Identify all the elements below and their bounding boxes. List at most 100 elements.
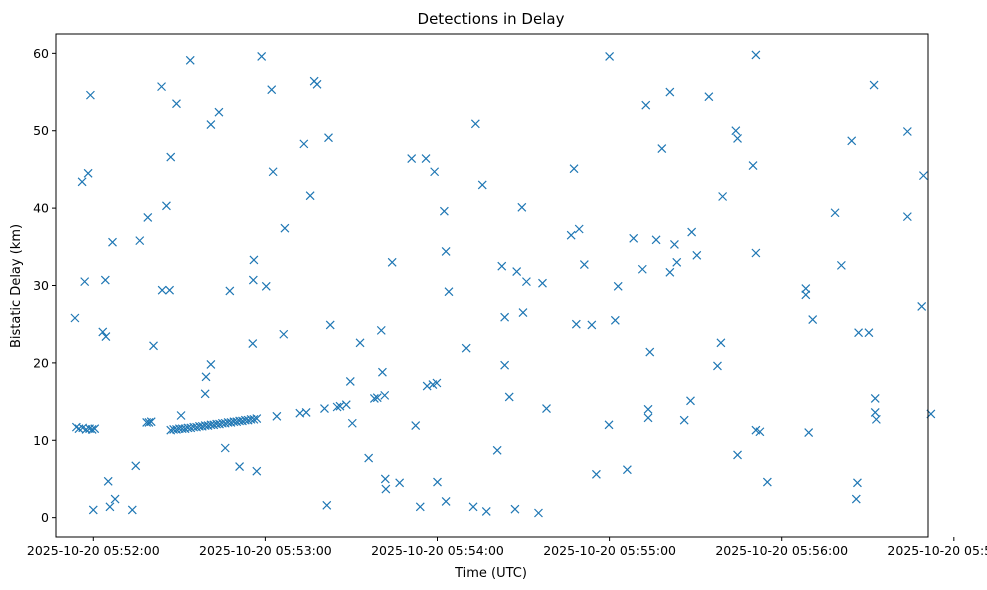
data-point	[252, 466, 262, 476]
x-tick-label: 2025-10-20 05:53:00	[199, 543, 332, 558]
data-point	[512, 267, 522, 276]
y-tick-label: 0	[41, 510, 49, 525]
data-point	[492, 445, 502, 455]
data-point	[500, 312, 510, 322]
data-point	[657, 144, 667, 153]
x-tick-label: 2025-10-20 05:52:00	[27, 543, 160, 558]
data-point	[380, 390, 390, 400]
data-point	[380, 474, 390, 484]
chart-title: Detections in Delay	[418, 10, 565, 28]
data-point	[917, 301, 927, 311]
data-point	[347, 418, 357, 428]
data-point	[143, 212, 153, 222]
data-point	[542, 404, 551, 413]
data-point	[444, 287, 454, 297]
data-point	[470, 119, 480, 129]
data-point	[332, 402, 342, 412]
data-point	[672, 257, 682, 267]
data-point	[804, 428, 814, 437]
y-axis-label: Bistatic Delay (km)	[9, 224, 24, 348]
data-point	[165, 285, 175, 295]
data-point	[176, 411, 186, 420]
data-point	[902, 127, 912, 136]
data-point	[748, 161, 758, 170]
data-point	[261, 281, 271, 291]
data-point	[110, 494, 120, 504]
data-point	[305, 191, 315, 201]
data-point	[214, 107, 224, 117]
data-point	[605, 52, 615, 61]
y-tick-label: 10	[33, 433, 49, 448]
data-point	[751, 50, 761, 60]
data-point	[421, 154, 431, 164]
data-point	[162, 201, 171, 211]
data-point	[500, 360, 510, 370]
data-point	[157, 285, 167, 295]
y-axis: 0 10 20 30 40 50 60	[33, 46, 56, 525]
data-point	[166, 152, 176, 162]
data-point	[591, 469, 601, 479]
data-point	[497, 261, 507, 271]
data-point	[643, 413, 653, 423]
data-point	[381, 484, 391, 494]
data-point	[98, 327, 108, 337]
x-axis: 2025-10-20 05:52:00 2025-10-20 05:53:00 20…	[27, 537, 987, 558]
data-point	[369, 394, 379, 403]
data-point	[641, 100, 651, 110]
data-point	[395, 478, 405, 488]
data-point	[869, 80, 879, 90]
data-point	[127, 505, 137, 515]
data-point	[279, 329, 289, 339]
y-tick-label: 20	[33, 355, 49, 370]
data-point	[355, 338, 365, 348]
data-point	[206, 360, 216, 369]
data-point	[534, 508, 543, 518]
data-point	[280, 223, 290, 233]
data-point	[733, 134, 742, 143]
data-point	[692, 250, 702, 260]
data-point	[372, 393, 382, 403]
data-point	[751, 248, 761, 258]
data-point	[90, 424, 100, 434]
data-point	[643, 404, 653, 414]
data-point	[341, 400, 351, 410]
data-point	[157, 82, 166, 92]
data-point	[146, 417, 156, 427]
x-tick-label: 2025-10-20 05:55:00	[543, 543, 676, 558]
data-point	[713, 361, 722, 371]
data-point	[836, 260, 846, 270]
data-point	[85, 90, 95, 100]
data-point	[322, 500, 332, 510]
data-point	[324, 133, 333, 143]
data-point	[610, 315, 620, 325]
data-point	[301, 407, 311, 417]
data-point	[571, 319, 581, 329]
data-point	[411, 421, 421, 430]
data-point	[574, 224, 584, 234]
data-point	[762, 477, 772, 487]
data-point	[87, 425, 97, 434]
data-point	[629, 233, 639, 243]
x-tick-label: 2025-10-20 05:54:00	[371, 543, 504, 558]
data-point	[504, 392, 514, 402]
data-point	[679, 415, 689, 425]
data-point	[415, 502, 425, 512]
data-point	[851, 494, 861, 504]
data-point	[267, 85, 277, 95]
data-point	[441, 496, 451, 506]
data-point	[733, 450, 742, 460]
data-point	[665, 87, 675, 97]
data-point	[235, 462, 245, 472]
data-point	[847, 136, 857, 146]
data-point	[853, 478, 862, 488]
y-tick-label: 50	[33, 123, 49, 138]
data-point	[135, 236, 145, 246]
data-point	[206, 120, 216, 129]
y-tick-label: 30	[33, 278, 49, 293]
data-point	[144, 418, 154, 427]
data-point	[918, 171, 928, 181]
data-point	[854, 328, 864, 338]
data-point	[670, 240, 679, 249]
data-point	[101, 332, 111, 341]
